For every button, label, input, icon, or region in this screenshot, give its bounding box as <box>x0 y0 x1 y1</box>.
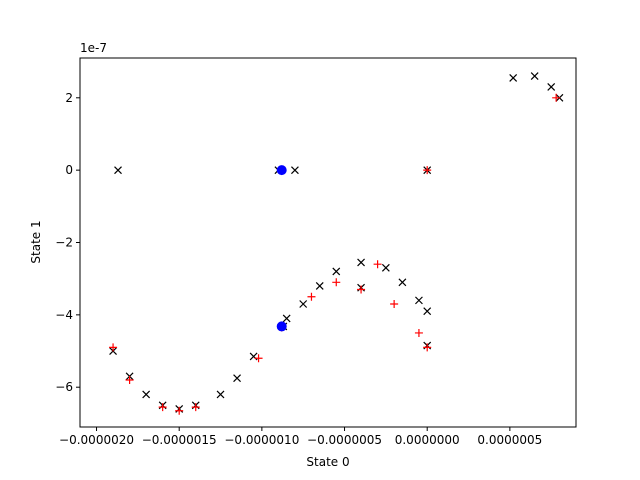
y-tick-label: −2 <box>55 236 73 250</box>
data-point-x <box>291 166 299 175</box>
data-point-x <box>142 390 151 399</box>
marks-layer <box>109 72 564 415</box>
data-point-plus <box>254 354 263 363</box>
data-point-x <box>509 73 518 82</box>
data-point-plus <box>423 166 432 175</box>
y-tick-label: −4 <box>55 308 73 322</box>
x-tick-label: −0.0000005 <box>307 433 382 447</box>
data-point-x <box>216 390 225 399</box>
data-point-x <box>282 314 291 323</box>
data-point-circle <box>276 321 287 332</box>
data-point-plus <box>332 278 341 287</box>
x-ticks: −0.0000020 −0.0000015 −0.0000010 −0.0000005… <box>59 427 542 447</box>
data-point-x <box>547 83 556 91</box>
data-point-plus <box>191 403 200 412</box>
data-point-plus <box>414 328 423 337</box>
data-point-x <box>315 281 324 290</box>
data-point-plus <box>357 285 366 294</box>
data-point-x <box>398 278 407 287</box>
data-point-plus <box>125 375 134 384</box>
data-point-x <box>114 166 122 175</box>
data-point-x <box>332 267 341 276</box>
data-point-x <box>415 296 423 305</box>
x-tick-label: 0.0000005 <box>477 433 542 447</box>
data-point-plus <box>552 93 561 102</box>
y-tick-label: −6 <box>55 380 73 394</box>
x-tick-label: 0.0000000 <box>395 433 460 447</box>
series-2 <box>276 165 287 332</box>
x-tick-label: −0.0000020 <box>59 433 134 447</box>
x-tick-label: −0.0000010 <box>224 433 299 447</box>
data-point-x <box>381 263 390 272</box>
data-point-plus <box>423 343 432 352</box>
y-ticks: 2 0 −2 −4 −6 <box>55 91 80 394</box>
y-tick-label: 2 <box>65 91 73 105</box>
data-point-plus <box>109 343 118 352</box>
y-tick-label: 0 <box>65 163 73 177</box>
data-point-x <box>357 258 365 267</box>
data-point-plus <box>175 406 184 415</box>
data-point-x <box>530 72 539 81</box>
y-axis-offset-text: 1e-7 <box>80 41 107 55</box>
data-point-plus <box>390 300 399 308</box>
y-axis-label: State 1 <box>29 220 43 263</box>
data-point-plus <box>158 403 167 412</box>
data-point-x <box>423 307 432 316</box>
data-point-circle <box>276 165 287 176</box>
x-tick-label: −0.0000015 <box>142 433 217 447</box>
data-point-x <box>299 300 308 308</box>
data-point-x <box>233 374 241 383</box>
data-point-plus <box>373 260 382 269</box>
data-point-plus <box>307 292 316 301</box>
x-axis-label: State 0 <box>306 455 349 469</box>
